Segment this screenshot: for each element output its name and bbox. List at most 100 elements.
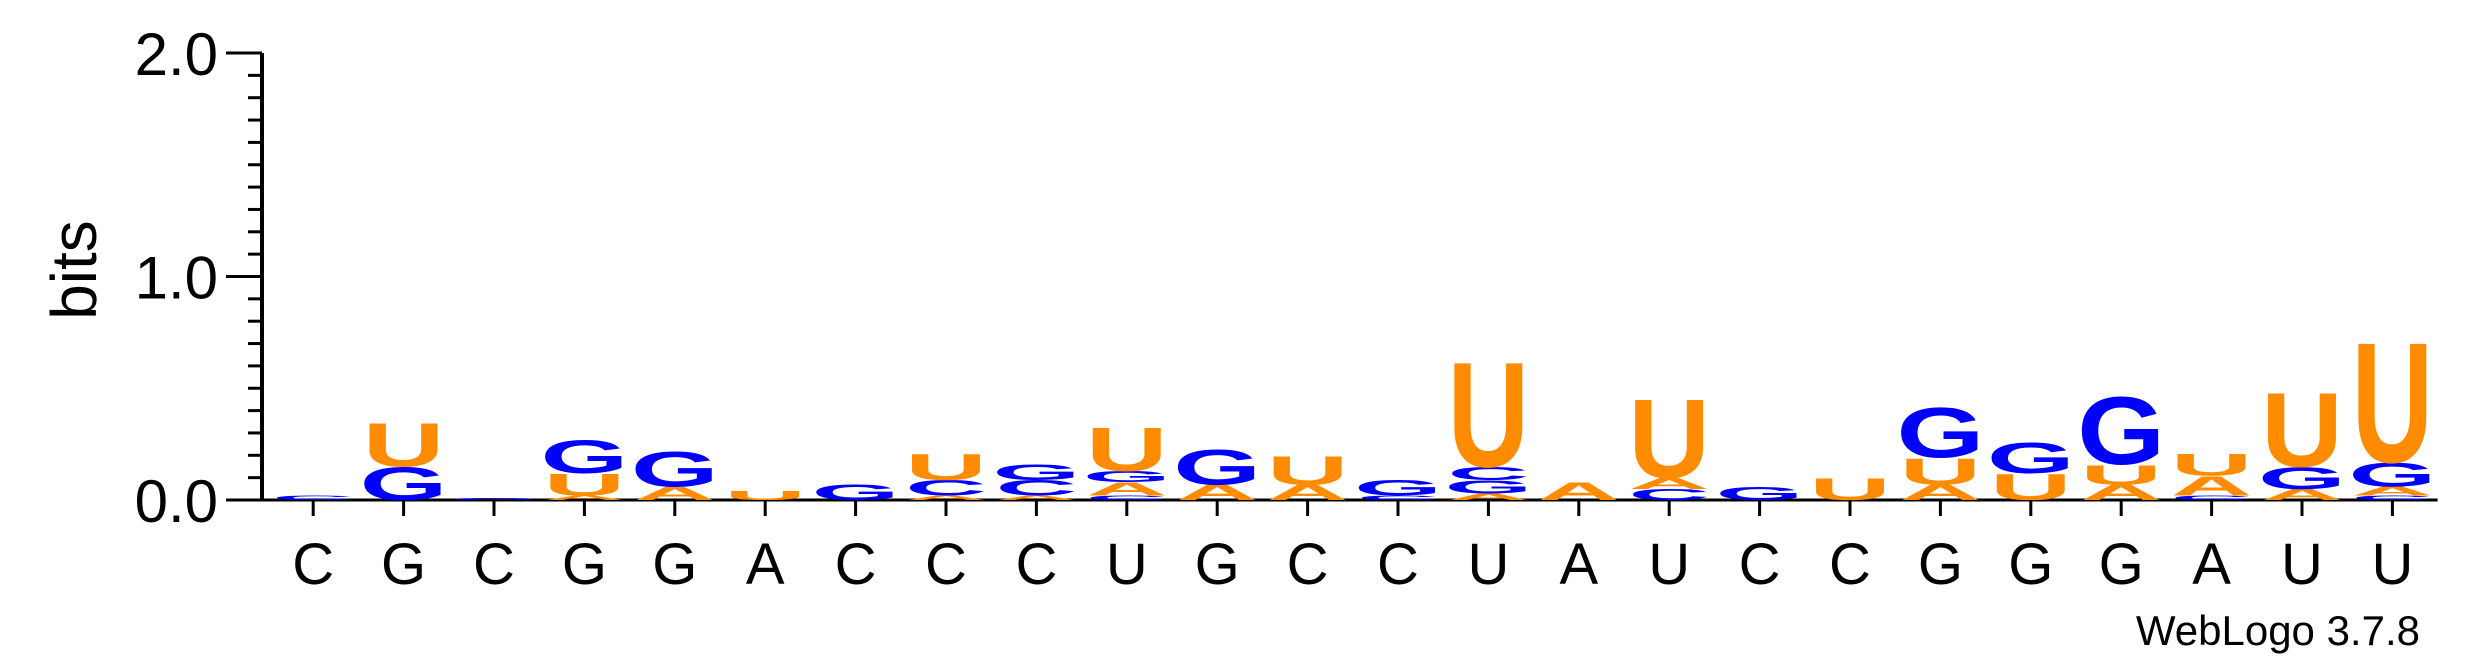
x-tick-label: C	[835, 532, 877, 597]
column-stack: ACG	[992, 460, 1080, 501]
x-tick-label: U	[2371, 532, 2413, 597]
weblogo-credit: WebLogo 3.7.8	[2136, 607, 2420, 654]
x-tick-label: A	[2192, 532, 2231, 597]
column-stack: AUG	[1896, 393, 1984, 505]
letter-glyph: U	[1267, 448, 1349, 493]
x-tick-label: G	[381, 532, 426, 597]
letter-glyph: U	[2080, 459, 2162, 490]
letter-glyph: A	[2261, 486, 2343, 503]
x-tick-label: C	[1739, 532, 1781, 597]
letter-glyph: C	[1448, 463, 1530, 484]
x-tick-label: C	[1287, 532, 1329, 597]
x-tick-label: G	[652, 532, 697, 597]
x-tick-label: U	[2281, 532, 2323, 597]
x-tick-label: C	[1829, 532, 1871, 597]
letter-glyph: G	[1716, 483, 1804, 504]
column-stack: AUG	[540, 431, 628, 502]
letter-glyph: C	[2171, 494, 2253, 501]
letter-glyph: C	[905, 476, 987, 500]
letter-glyph: A	[1628, 475, 1710, 492]
letter-glyph: A	[996, 494, 1078, 501]
letter-glyph: G	[1083, 468, 1171, 485]
letter-glyph: G	[1354, 476, 1442, 500]
column-stack: G	[1716, 483, 1804, 504]
column-stack: AU	[1267, 448, 1349, 505]
x-tick-label: C	[925, 532, 967, 597]
letter-glyph: G	[1896, 393, 1984, 473]
letter-glyph: U	[544, 467, 626, 502]
column-stack: G	[450, 497, 538, 500]
letter-glyph: C	[2352, 494, 2434, 501]
column-stack: AUG	[2077, 378, 2165, 505]
x-tick-label: C	[292, 532, 334, 597]
letter-glyph: A	[1448, 491, 1530, 502]
column-stack: AGU	[2258, 372, 2346, 504]
x-tick-label: C	[1015, 532, 1057, 597]
letter-glyph: A	[544, 494, 626, 501]
axes: 0.0 1.0 2.0	[135, 21, 2438, 535]
x-tick-label: G	[562, 532, 607, 597]
letter-glyph: C	[1086, 494, 1168, 501]
letter-glyph: G	[992, 460, 1080, 484]
letter-glyph: U	[2352, 306, 2434, 499]
column-stack: UG	[1987, 434, 2075, 508]
letter-glyph: C	[1357, 494, 1439, 501]
letter-glyph: U	[724, 489, 806, 503]
y-tick-label: 0.0	[135, 468, 218, 535]
letter-glyph: A	[2171, 470, 2253, 501]
x-tick-label: G	[2008, 532, 2053, 597]
x-tick-label: A	[1559, 532, 1598, 597]
letter-glyph: G	[2077, 378, 2165, 486]
letter-glyph: G	[631, 441, 719, 497]
letter-glyph: G	[450, 497, 538, 500]
x-tick-label: G	[2099, 532, 2144, 597]
column-stack: AG	[1173, 439, 1261, 505]
x-tick-label: G	[1918, 532, 1963, 597]
letter-glyph: U	[2171, 447, 2253, 482]
x-tick-label: U	[1467, 532, 1509, 597]
letter-glyph: U	[363, 410, 445, 480]
letter-glyph: A	[634, 483, 716, 504]
letter-glyph: U	[1448, 332, 1530, 499]
letter-glyph: C	[996, 476, 1078, 500]
letter-glyph: A	[2352, 484, 2434, 498]
column-stack: AG	[631, 441, 719, 504]
letter-glyph: C	[1628, 486, 1710, 503]
letter-glyph: U	[1900, 451, 1982, 493]
x-tick-label: G	[1195, 532, 1240, 597]
column-stack: CAU	[2171, 447, 2253, 501]
letter-glyph: G	[1173, 439, 1261, 495]
y-tick-label: 2.0	[135, 21, 218, 88]
column-stack: ACU	[905, 446, 987, 501]
letter-glyph: G	[2348, 455, 2436, 494]
letter-glyph: G	[2258, 461, 2346, 496]
column-stack: CAU	[1628, 376, 1710, 504]
y-axis-label: bits	[38, 220, 110, 320]
column-stack: U	[724, 489, 806, 503]
letter-glyph: U	[2261, 372, 2343, 490]
letter-glyph: G	[1987, 434, 2075, 483]
x-tick-label: U	[1106, 532, 1148, 597]
letter-glyph: G	[1444, 477, 1532, 498]
letter-glyph: C	[272, 494, 354, 501]
letter-glyph: A	[905, 494, 987, 501]
x-tick-label: U	[1648, 532, 1690, 597]
column-stack: CG	[1354, 476, 1442, 501]
y-tick-label: 1.0	[135, 245, 218, 312]
letter-glyph: U	[905, 446, 987, 488]
column-stack: C	[272, 494, 354, 501]
letter-glyph: A	[1086, 479, 1168, 500]
letter-glyph: G	[540, 431, 628, 483]
x-tick-label: C	[1377, 532, 1419, 597]
letter-glyph: U	[1086, 415, 1168, 485]
x-tick-label: A	[746, 532, 785, 597]
column-stack: GU	[360, 410, 448, 510]
x-tick-label: C	[473, 532, 515, 597]
letter-glyph: U	[1628, 376, 1710, 502]
